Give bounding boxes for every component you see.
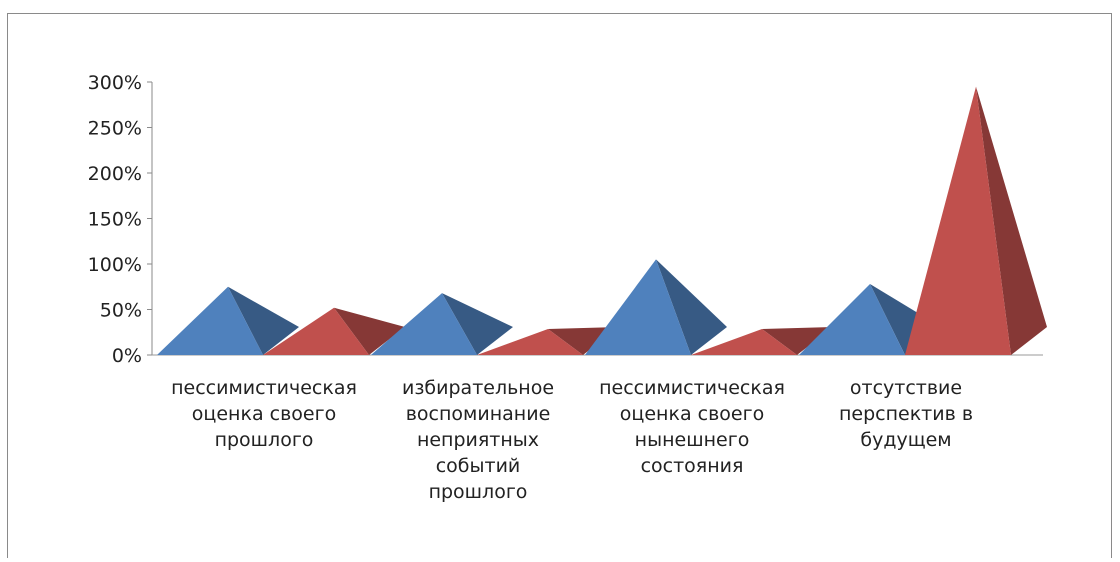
- y-tick-label: 250%: [88, 118, 142, 140]
- pyramid-mark: [905, 86, 1047, 355]
- pyramid-front-face: [905, 86, 1011, 355]
- pyramid-front-face: [263, 307, 369, 355]
- x-category-label: пессимистическая оценка своего нынешнего…: [599, 377, 785, 477]
- x-category-label: избирательное воспоминание неприятных со…: [401, 377, 555, 503]
- y-tick-label: 100%: [88, 254, 142, 276]
- pyramid-side-face: [762, 327, 833, 355]
- y-tick-label: 200%: [88, 163, 142, 185]
- x-category-label: отсутствие перспектив в будущем: [838, 377, 974, 451]
- pyramid-side-face: [442, 293, 513, 355]
- pyramid-mark: [371, 293, 513, 355]
- y-tick-label: 50%: [100, 300, 142, 322]
- y-tick-label: 0%: [112, 345, 142, 367]
- pyramid-side-face: [228, 286, 299, 355]
- pyramid-mark: [585, 259, 727, 355]
- y-tick-label: 300%: [88, 72, 142, 94]
- pyramid-side-face: [334, 307, 405, 355]
- pyramid-side-face: [976, 86, 1047, 355]
- pyramid-mark: [263, 307, 405, 355]
- pyramid-mark: [157, 286, 299, 355]
- pyramid-front-face: [477, 329, 583, 355]
- pyramid-front-face: [157, 286, 263, 355]
- pyramid-series: [157, 86, 1047, 355]
- value-axis-ticks: 0% 50% 100% 150% 200% 250% 300%: [88, 72, 152, 367]
- pyramid-side-face: [656, 259, 727, 355]
- pyramid-front-face: [585, 259, 691, 355]
- chart-frame: [7, 13, 1112, 558]
- pyramid-mark: [691, 327, 833, 355]
- pyramid-front-face: [691, 329, 797, 355]
- pyramid-front-face: [799, 284, 905, 355]
- x-category-label: пессимистическая оценка своего прошлого: [171, 377, 357, 451]
- y-tick-label: 150%: [88, 209, 142, 231]
- pyramid-front-face: [371, 293, 477, 355]
